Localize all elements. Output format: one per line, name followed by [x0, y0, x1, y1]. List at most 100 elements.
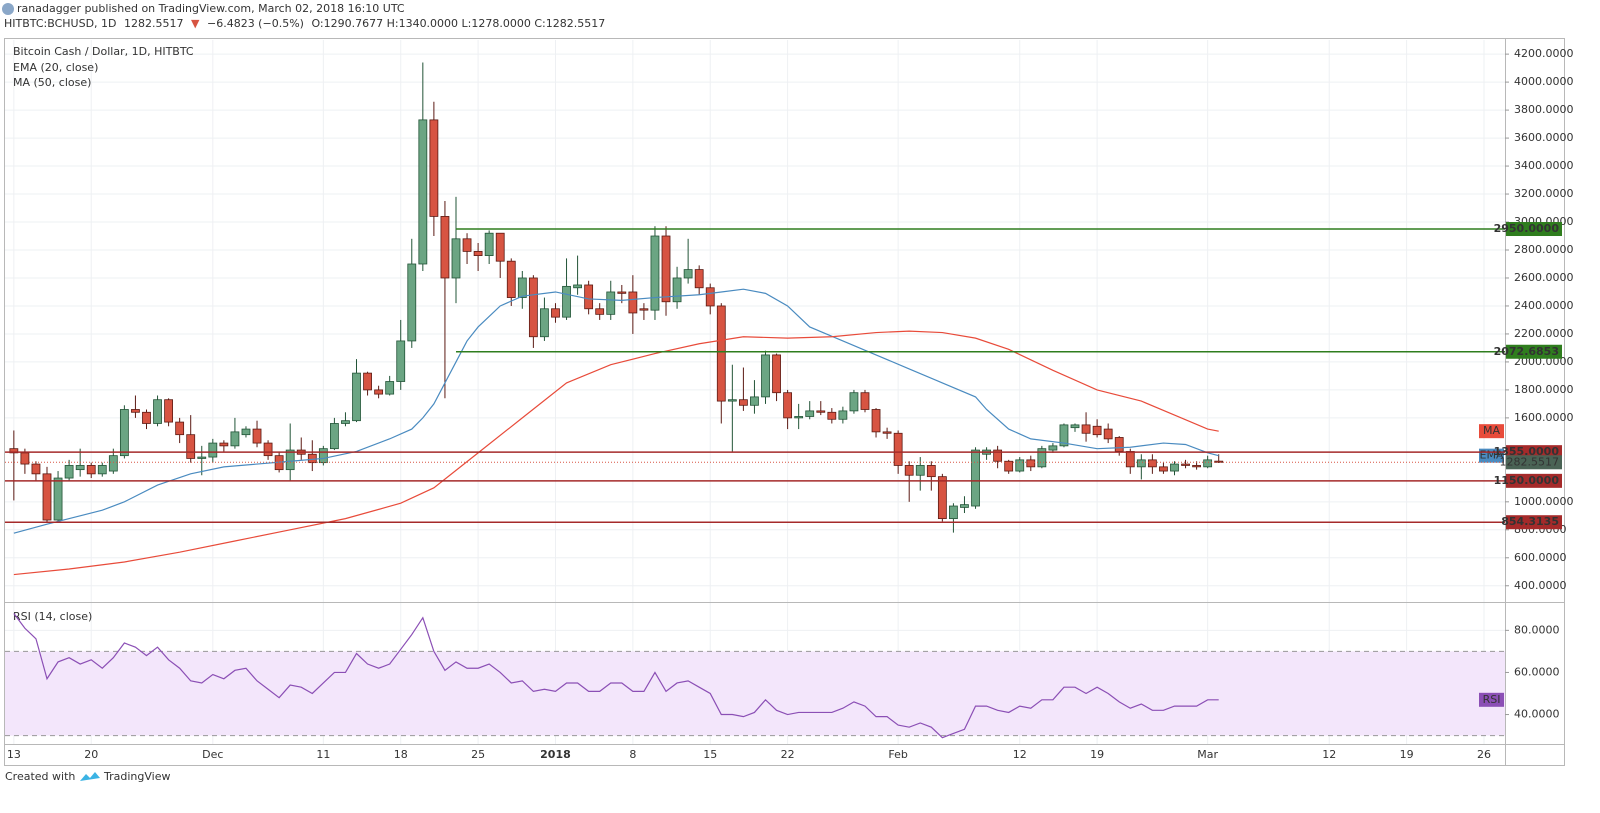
- candle-body: [949, 505, 958, 520]
- band-fill: [5, 651, 1505, 736]
- symbol-line: HITBTC:BCHUSD, 1D 1282.5517 ▼ −6.4823 (−…: [4, 17, 605, 30]
- candle-body: [42, 473, 52, 521]
- candle-body: [1203, 459, 1213, 468]
- candle-body: [1125, 451, 1135, 468]
- x-tick-label: 12: [1322, 748, 1336, 761]
- candle-body: [385, 381, 395, 395]
- candle-body: [849, 392, 859, 412]
- candle-body: [904, 465, 914, 476]
- candle-body: [1004, 460, 1014, 472]
- candle-body: [318, 448, 328, 464]
- chart-title: Bitcoin Cash / Dollar, 1D, HITBTC: [13, 45, 194, 58]
- candle-body: [738, 399, 748, 406]
- x-tick-label: 11: [316, 748, 330, 761]
- y-tick-label: 1800.0000: [1514, 383, 1574, 396]
- candle-body: [219, 442, 229, 447]
- y-tick-label: 60.0000: [1514, 665, 1560, 678]
- candle-body: [562, 285, 571, 318]
- candle-body: [64, 465, 74, 479]
- candle-body: [142, 411, 151, 424]
- x-tick-label: 2018: [540, 748, 571, 761]
- y-tick-label: 4000.0000: [1514, 75, 1574, 88]
- candle-body: [197, 456, 207, 459]
- level-tag-box: [1506, 473, 1562, 488]
- y-tick-label: 80.0000: [1514, 623, 1560, 636]
- indicator-line: [13, 288, 1219, 534]
- y-tick-label: 1600.0000: [1514, 411, 1574, 424]
- x-tick-label: Dec: [202, 748, 223, 761]
- x-tick-label: 26: [1477, 748, 1491, 761]
- candle-body: [528, 277, 538, 338]
- candle-body: [937, 476, 947, 520]
- candle-body: [661, 235, 671, 303]
- x-tick-label: Mar: [1197, 748, 1218, 761]
- candle-body: [650, 235, 660, 311]
- avatar: [2, 3, 14, 15]
- indicator-line: [13, 330, 1219, 576]
- candle-body: [1136, 459, 1146, 468]
- candle-body: [606, 291, 616, 315]
- author-line: ranadagger published on TradingView.com,…: [17, 2, 405, 15]
- last: 1282.5517: [124, 17, 184, 30]
- candle-body: [1214, 460, 1224, 463]
- candle-body: [153, 399, 162, 424]
- level-tag: 1150.0000: [1494, 474, 1560, 487]
- candle-body: [993, 449, 1003, 462]
- candle-body: [816, 410, 826, 413]
- candle-body: [462, 238, 472, 252]
- candle-body: [971, 449, 980, 507]
- candle-body: [595, 308, 605, 315]
- candle-body: [705, 287, 715, 307]
- x-tick-label: 15: [703, 748, 717, 761]
- x-tick-label: 18: [394, 748, 408, 761]
- candle-body: [960, 504, 969, 508]
- x-tick-label: 13: [7, 748, 21, 761]
- candle-body: [97, 465, 107, 475]
- x-tick-label: 8: [629, 748, 636, 761]
- candle-body: [75, 465, 85, 471]
- y-tick-label: 3800.0000: [1514, 103, 1574, 116]
- y-tick-label: 600.0000: [1514, 551, 1567, 564]
- candle-body: [694, 269, 704, 289]
- candle-body: [871, 409, 881, 433]
- level-tag-box: [1506, 222, 1562, 237]
- candle-body: [506, 260, 516, 298]
- candle-body: [53, 477, 63, 521]
- candle-body: [551, 308, 560, 318]
- y-tick-label: 2400.0000: [1514, 299, 1574, 312]
- y-tick-label: 400.0000: [1514, 579, 1567, 592]
- level-tag-box: [1506, 515, 1562, 530]
- candle-body: [495, 232, 505, 262]
- candle-body: [882, 431, 892, 434]
- candle-body: [208, 442, 218, 458]
- candle-body: [131, 409, 140, 413]
- indicator-tag: MA: [1483, 424, 1500, 437]
- candle-body: [672, 277, 682, 303]
- y-tick-label: 40.0000: [1514, 708, 1560, 721]
- candle-body: [263, 442, 273, 457]
- candle-body: [484, 232, 494, 256]
- candle-body: [540, 308, 549, 338]
- candle-body: [175, 421, 185, 436]
- indicator-tag: RSI: [1483, 693, 1501, 706]
- candle-body: [418, 119, 428, 265]
- tv-logo: [80, 772, 100, 781]
- x-tick-label: 25: [471, 748, 485, 761]
- candle-body: [584, 284, 594, 310]
- footer-created: Created with: [5, 770, 75, 783]
- candle-body: [20, 452, 30, 465]
- y-tick-label: 3200.0000: [1514, 187, 1574, 200]
- candle-body: [750, 396, 759, 406]
- candle-body: [241, 428, 251, 436]
- legend-entry: EMA (20, close): [13, 61, 98, 74]
- candle-body: [330, 423, 339, 450]
- candle-body: [108, 455, 118, 472]
- candle-body: [1159, 466, 1168, 472]
- candle-body: [1070, 424, 1080, 429]
- candle-body: [838, 410, 848, 420]
- candle-body: [186, 434, 196, 459]
- candle-body: [473, 250, 483, 256]
- candle-body: [716, 305, 726, 402]
- candle-body: [307, 453, 317, 464]
